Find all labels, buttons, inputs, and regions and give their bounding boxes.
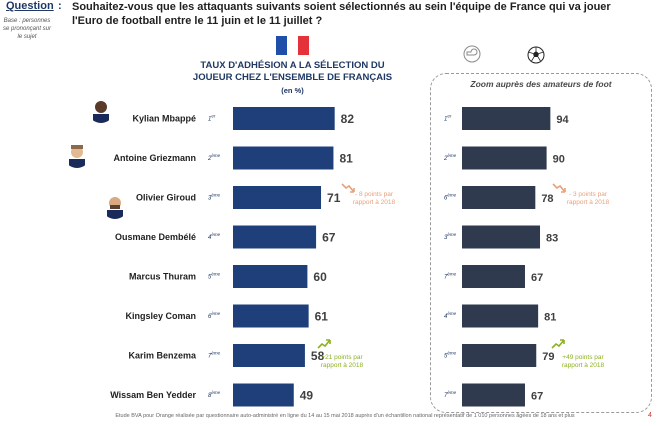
zoom-panel bbox=[430, 73, 652, 413]
player-name-karim-benzema: Karim Benzema bbox=[128, 351, 197, 361]
zoom-rank-marcus-thuram: 7ème bbox=[444, 272, 457, 281]
main-bar-ousmane-dembele bbox=[233, 225, 317, 249]
zoom-value-olivier-giroud: 78 bbox=[541, 193, 553, 205]
zoom-rank-ousmane-dembele: 3ème bbox=[444, 232, 457, 241]
footer-source: Etude BVA pour Orange réalisée par quest… bbox=[115, 413, 575, 419]
zoom-bar-antoine-griezmann bbox=[462, 146, 547, 170]
main-rank-kingsley-coman: 6ème bbox=[208, 311, 221, 320]
main-trend-arrow-benzema-head bbox=[326, 339, 331, 344]
player-name-kingsley-coman: Kingsley Coman bbox=[125, 311, 196, 321]
zoom-bar-kylian-mbappe bbox=[462, 107, 551, 130]
main-bar-kylian-mbappe bbox=[233, 107, 335, 130]
zoom-value-antoine-griezmann: 90 bbox=[553, 154, 565, 166]
main-rank-marcus-thuram: 5ème bbox=[208, 272, 221, 281]
zoom-bar-karim-benzema bbox=[462, 344, 537, 367]
zoom-rank-kingsley-coman: 4ème bbox=[444, 311, 457, 320]
player-name-wissam-ben-yedder: Wissam Ben Yedder bbox=[110, 390, 196, 400]
base-note: Base : personnes se prononçant sur le su… bbox=[2, 18, 52, 40]
main-value-karim-benzema: 58 bbox=[311, 349, 325, 363]
zoom-bar-olivier-giroud bbox=[462, 186, 536, 209]
main-rank-kylian-mbappe: 1er bbox=[208, 114, 216, 123]
main-note-benzema: +21 points par rapport à 2018 bbox=[321, 354, 364, 369]
main-rank-antoine-griezmann: 2ème bbox=[207, 153, 221, 162]
zoom-bar-marcus-thuram bbox=[462, 265, 525, 288]
main-bar-karim-benzema bbox=[233, 344, 305, 367]
main-value-marcus-thuram: 60 bbox=[313, 270, 327, 284]
zoom-trend-arrow-giroud bbox=[552, 183, 566, 193]
main-value-antoine-griezmann: 81 bbox=[339, 152, 353, 166]
football-icon bbox=[527, 46, 545, 64]
zoom-note-giroud: - 3 points par rapport à 2018 bbox=[567, 191, 610, 206]
zoom-value-marcus-thuram: 67 bbox=[531, 272, 543, 284]
player-photo-giroud bbox=[102, 193, 128, 219]
zoom-rank-olivier-giroud: 6ème bbox=[444, 193, 457, 202]
whistle-icon bbox=[463, 45, 481, 63]
main-trend-arrow-giroud bbox=[341, 183, 355, 193]
zoom-value-wissam-ben-yedder: 67 bbox=[531, 391, 543, 403]
player-name-olivier-giroud: Olivier Giroud bbox=[136, 193, 196, 203]
player-name-antoine-griezmann: Antoine Griezmann bbox=[113, 153, 196, 163]
main-note-giroud: - 8 points par rapport à 2018 bbox=[353, 191, 396, 206]
zoom-value-kylian-mbappe: 94 bbox=[556, 114, 569, 126]
main-value-ousmane-dembele: 67 bbox=[322, 231, 336, 245]
zoom-value-kingsley-coman: 81 bbox=[544, 312, 556, 324]
zoom-rank-antoine-griezmann: 2ème bbox=[443, 153, 457, 162]
zoom-rank-wissam-ben-yedder: 7ème bbox=[444, 390, 457, 399]
question-label: Question bbox=[6, 0, 54, 12]
zoom-value-ousmane-dembele: 83 bbox=[546, 233, 558, 245]
main-rank-wissam-ben-yedder: 8ème bbox=[208, 390, 221, 399]
french-flag-icon bbox=[276, 36, 309, 55]
main-bar-olivier-giroud bbox=[233, 186, 322, 209]
zoom-bar-kingsley-coman bbox=[462, 304, 539, 328]
main-rank-ousmane-dembele: 4ème bbox=[208, 232, 221, 241]
main-rank-olivier-giroud: 3ème bbox=[208, 193, 221, 202]
chart-title: TAUX D'ADHÉSION A LA SÉLECTION DU JOUEUR… bbox=[192, 60, 393, 83]
main-value-kylian-mbappe: 82 bbox=[341, 112, 355, 126]
player-name-ousmane-dembele: Ousmane Dembélé bbox=[115, 232, 196, 242]
main-rank-karim-benzema: 7ème bbox=[208, 351, 221, 360]
zoom-trend-arrow-benzema bbox=[551, 339, 565, 349]
zoom-bar-ousmane-dembele bbox=[462, 225, 541, 249]
zoom-trend-arrow-giroud-head bbox=[561, 188, 566, 193]
main-bar-marcus-thuram bbox=[233, 265, 308, 288]
main-value-wissam-ben-yedder: 49 bbox=[300, 389, 314, 403]
question-colon: : bbox=[58, 0, 62, 12]
player-name-kylian-mbappe: Kylian Mbappé bbox=[132, 114, 196, 124]
zoom-title: Zoom auprès des amateurs de foot bbox=[470, 79, 612, 89]
main-value-olivier-giroud: 71 bbox=[327, 191, 341, 205]
zoom-rank-kylian-mbappe: 1er bbox=[444, 114, 452, 123]
player-photo-griezmann bbox=[64, 142, 90, 168]
page-number: 4 bbox=[648, 412, 652, 419]
main-trend-arrow-giroud-head bbox=[350, 188, 355, 193]
main-bar-wissam-ben-yedder bbox=[233, 383, 294, 407]
zoom-bar-wissam-ben-yedder bbox=[462, 383, 525, 407]
zoom-rank-karim-benzema: 5ème bbox=[444, 351, 457, 360]
zoom-value-karim-benzema: 79 bbox=[542, 351, 554, 363]
chart-unit: (en %) bbox=[281, 86, 304, 95]
player-photo-mbappe bbox=[88, 97, 114, 123]
main-bar-kingsley-coman bbox=[233, 304, 309, 328]
main-value-kingsley-coman: 61 bbox=[315, 310, 329, 324]
zoom-trend-arrow-benzema-head bbox=[560, 339, 565, 344]
question-text: Souhaitez-vous que les attaquants suivan… bbox=[72, 1, 611, 27]
player-name-marcus-thuram: Marcus Thuram bbox=[129, 272, 196, 282]
main-trend-arrow-benzema bbox=[317, 339, 331, 349]
main-bar-antoine-griezmann bbox=[233, 146, 334, 170]
zoom-note-benzema: +49 points par rapport à 2018 bbox=[562, 354, 605, 369]
